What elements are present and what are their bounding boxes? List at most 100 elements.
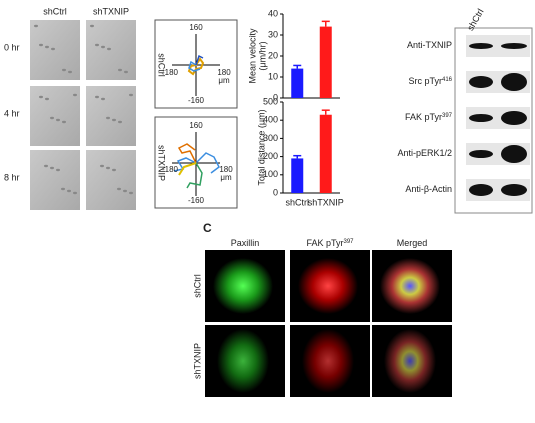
micrograph [30, 86, 80, 146]
label: FAK pTyr397 [306, 238, 354, 248]
panel-c: C Paxillin FAK pTyr397 Merged shCtrl shTXNIP [192, 221, 452, 397]
label-text: Merged [397, 238, 428, 248]
cell [34, 24, 38, 28]
band [469, 114, 493, 122]
bar [291, 68, 304, 98]
cell [62, 120, 66, 124]
band [501, 43, 527, 49]
cell [95, 95, 99, 99]
superscript: 397 [344, 239, 355, 245]
cell [62, 68, 66, 72]
track [177, 143, 197, 164]
label: Anti-β-Actin [405, 184, 452, 194]
cell [44, 164, 48, 168]
row-label: shTXNIP [192, 343, 202, 379]
cell [61, 187, 65, 191]
track [173, 152, 220, 174]
row-label: shCtrl [157, 53, 167, 77]
cell-signal [298, 258, 358, 314]
bar [319, 114, 332, 193]
tick-label: 160 [189, 121, 203, 130]
tick-label: 180 [217, 68, 231, 77]
superscript: 397 [442, 113, 453, 119]
cell-signal [302, 329, 354, 393]
label: Anti-TXNIP [407, 40, 452, 50]
y-tick-label: 300 [263, 133, 278, 143]
row-label: 0 hr [4, 42, 20, 52]
cell [118, 68, 122, 72]
tick-label: 180 [219, 165, 233, 174]
cell [39, 43, 43, 47]
y-tick-label: 200 [263, 151, 278, 161]
cell [112, 168, 116, 172]
cell [129, 191, 133, 195]
x-tick-label: shCtrl [285, 197, 309, 207]
y-axis-label: (μm/hr) [257, 41, 267, 70]
cell [45, 45, 49, 49]
cell [56, 168, 60, 172]
micrograph [86, 86, 136, 146]
cell [51, 47, 55, 51]
label: FAK pTyr397 [405, 112, 453, 122]
y-axis-label: Total distance (μm) [256, 109, 266, 185]
micrograph [86, 20, 136, 80]
cell [106, 116, 110, 120]
cell [39, 95, 43, 99]
tick-label: -160 [188, 196, 205, 205]
micrograph [86, 150, 136, 210]
cell [68, 70, 72, 74]
tick-label: -180 [162, 68, 179, 77]
unit: μm [218, 76, 230, 85]
panel-a: shCtrl shTXNIP 0 hr 4 hr 8 hr [4, 6, 136, 210]
x-tick-label: shTXNIP [308, 197, 344, 207]
y-axis-label: Mean velocity [247, 28, 257, 84]
cell-signal [384, 329, 436, 393]
cell [106, 166, 110, 170]
cell-signal [213, 258, 273, 314]
cell [73, 191, 77, 195]
cell [90, 24, 94, 28]
cell [112, 118, 116, 122]
track [195, 54, 204, 66]
y-tick-label: 30 [268, 29, 278, 39]
micrograph [30, 150, 80, 210]
label-text: Paxillin [231, 238, 260, 248]
band [501, 145, 527, 163]
track [188, 60, 201, 72]
row-label: 8 hr [4, 172, 20, 182]
cell [124, 70, 128, 74]
superscript: 416 [442, 77, 453, 83]
cell [50, 166, 54, 170]
cell [67, 189, 71, 193]
band [501, 184, 527, 196]
column-label: shTXNIP [93, 6, 129, 16]
label-text: Anti-TXNIP [407, 40, 452, 50]
y-tick-label: 10 [268, 71, 278, 81]
label: Src pTyr416 [408, 76, 452, 86]
label-text: FAK pTyr [405, 112, 442, 122]
y-tick-label: 40 [268, 8, 278, 18]
track [187, 57, 205, 76]
y-tick-label: 100 [263, 169, 278, 179]
cell [107, 47, 111, 51]
cell-signal [217, 329, 269, 393]
bar [319, 26, 332, 99]
tick-label: -180 [162, 165, 179, 174]
tick-label: 160 [189, 23, 203, 32]
label: Anti-pERK1/2 [397, 148, 452, 158]
label-text: Anti-β-Actin [405, 184, 452, 194]
bar-charts: 0 10 20 30 40 Mean velocity (μm/hr) 0 100 200 300 4… [247, 8, 343, 207]
micrograph [30, 20, 80, 80]
tracks: 160 -160 -180 180 μm 160 -160 -180 180 μ… [154, 19, 238, 209]
row-label: shTXNIP [157, 145, 167, 181]
cell [118, 120, 122, 124]
band [501, 73, 527, 91]
track [178, 162, 197, 176]
cell [45, 97, 49, 101]
label-text: Src pTyr [408, 76, 442, 86]
band [469, 76, 493, 88]
panel-label: C [203, 221, 212, 235]
band [469, 184, 493, 196]
y-tick-label: 500 [263, 96, 278, 106]
